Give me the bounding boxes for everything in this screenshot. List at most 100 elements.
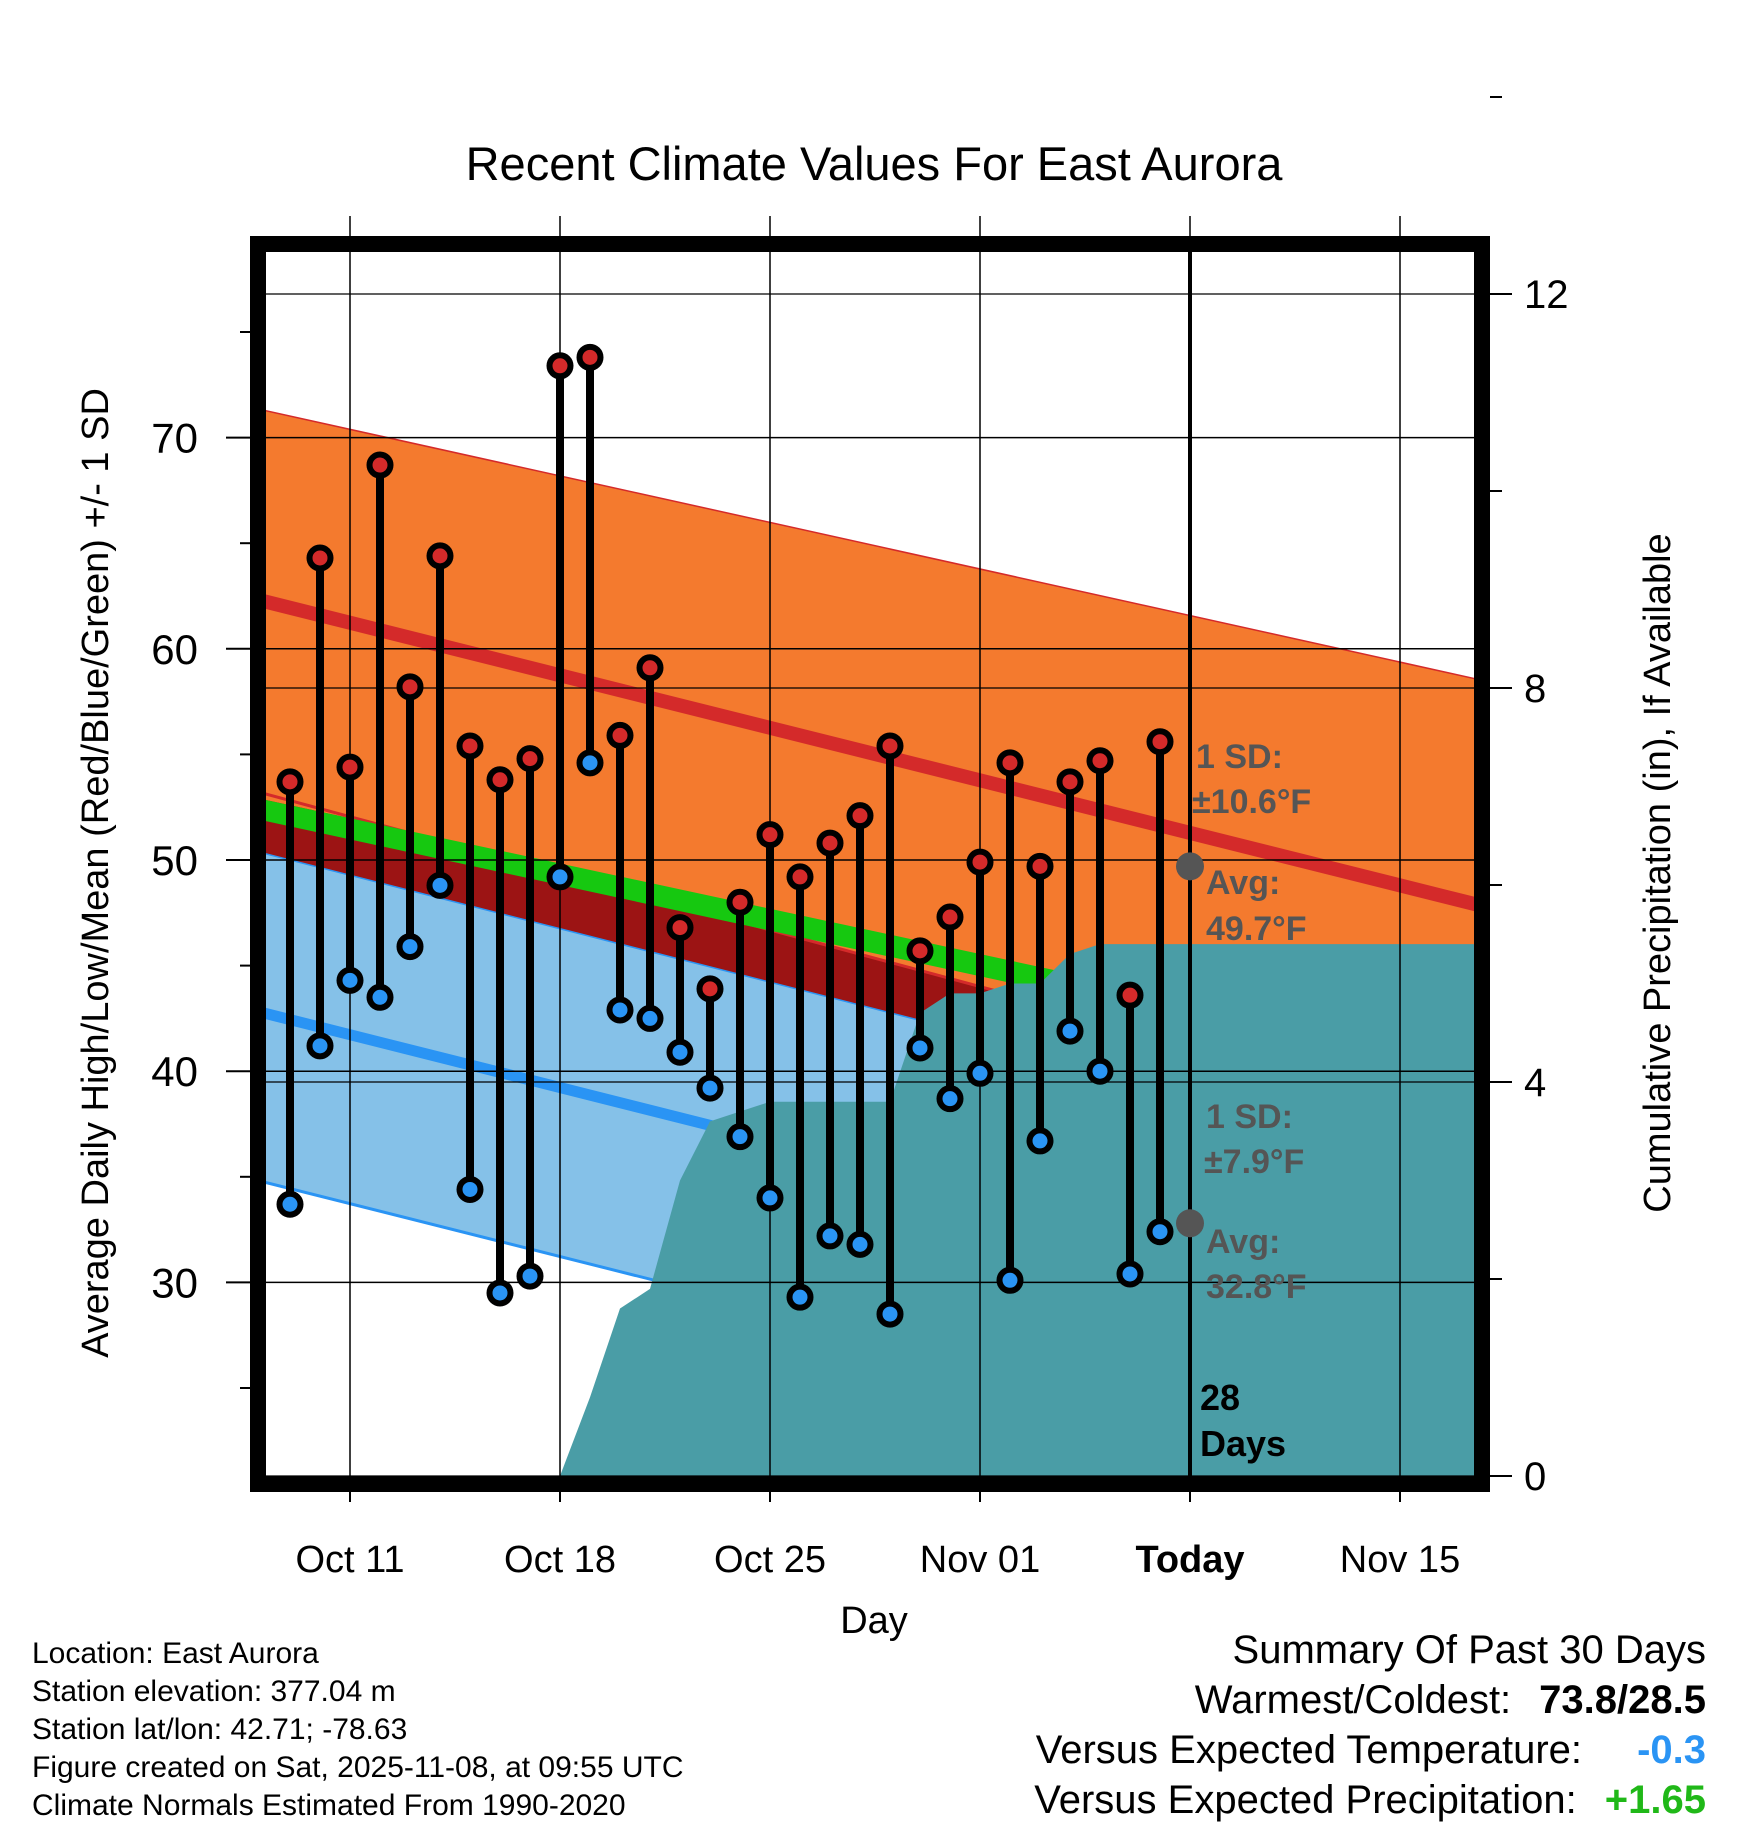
daily-low-point <box>1116 1260 1144 1288</box>
plot-frame <box>250 236 1490 1492</box>
high-sd-label-title: 1 SD: <box>1196 738 1283 776</box>
daily-high-point <box>696 975 724 1003</box>
x-tick-label: Oct 11 <box>295 1539 404 1581</box>
x-tick-label: Today <box>1135 1539 1244 1581</box>
daily-high-point <box>456 732 484 760</box>
y2-tick-label: 8 <box>1524 667 1546 711</box>
daily-low-point <box>396 933 424 961</box>
precip-anomaly-value: +1.65 <box>1604 1778 1706 1822</box>
y-tick-label: 70 <box>151 415 198 462</box>
high-avg-label-title: Avg: <box>1206 864 1280 902</box>
warmest-coldest-value: 73.8/28.5 <box>1539 1678 1706 1722</box>
latlon-text: Station lat/lon: 42.71; -78.63 <box>32 1713 408 1746</box>
y-tick-label: 40 <box>151 1048 198 1095</box>
low-avg-label-title: Avg: <box>1206 1223 1280 1261</box>
daily-high-point <box>1116 981 1144 1009</box>
daily-high-point <box>636 654 664 682</box>
created-text: Figure created on Sat, 2025-11-08, at 09… <box>32 1751 684 1784</box>
high-avg-marker <box>1176 852 1204 881</box>
y2-axis-label: Cumulative Precipitation (in), If Availa… <box>1637 533 1679 1212</box>
daily-high-point <box>1056 768 1084 796</box>
daily-low-point <box>966 1059 994 1087</box>
low-avg-marker <box>1176 1209 1204 1238</box>
daily-high-point <box>606 721 634 749</box>
precip-area <box>266 944 1474 1476</box>
daily-low-point <box>336 966 364 994</box>
y-tick-label: 50 <box>151 837 198 884</box>
daily-low-point <box>666 1038 694 1066</box>
daily-low-point <box>1056 1017 1084 1045</box>
low-sd-label-value: ±7.9°F <box>1204 1143 1304 1181</box>
daily-high-point <box>276 768 304 796</box>
daily-low-point <box>696 1074 724 1102</box>
daily-high-point <box>336 753 364 781</box>
daily-low-point <box>486 1279 514 1307</box>
daily-high-point <box>906 937 934 965</box>
low-sd-label-title: 1 SD: <box>1206 1098 1293 1136</box>
low-avg-label-value: 32.8°F <box>1206 1268 1307 1306</box>
daily-low-point <box>306 1032 334 1060</box>
daily-high-point <box>576 343 604 371</box>
precip-anomaly-row: Versus Expected Precipitation: +1.65 <box>1034 1775 1706 1825</box>
y2-tick-label: 0 <box>1524 1455 1546 1499</box>
daily-high-point <box>666 914 694 942</box>
x-tick-label: Oct 25 <box>714 1539 826 1581</box>
chart-title: Recent Climate Values For East Aurora <box>466 137 1284 190</box>
daily-low-point <box>936 1085 964 1113</box>
daily-low-point <box>636 1004 664 1032</box>
daily-high-point <box>876 732 904 760</box>
daily-low-point <box>606 996 634 1024</box>
elevation-text: Station elevation: 377.04 m <box>32 1675 396 1708</box>
daily-high-point <box>516 745 544 773</box>
daily-high-point <box>1086 747 1114 775</box>
daily-low-point <box>996 1266 1024 1294</box>
normal-high-line <box>266 594 1474 912</box>
daily-low-point <box>786 1283 814 1311</box>
x-tick-label: Oct 18 <box>504 1539 616 1581</box>
warmest-coldest-row: Warmest/Coldest: 73.8/28.5 <box>1034 1675 1706 1725</box>
temp-anomaly-row: Versus Expected Temperature: -0.3 <box>1034 1725 1706 1775</box>
x-tick-label: Nov 01 <box>920 1539 1040 1581</box>
daily-high-point <box>756 821 784 849</box>
daily-high-point <box>306 544 334 572</box>
summary-panel: Summary Of Past 30 Days Warmest/Coldest:… <box>1034 1625 1706 1825</box>
daily-low-point <box>516 1262 544 1290</box>
daily-high-point <box>996 749 1024 777</box>
daily-high-point <box>546 352 574 380</box>
daily-low-point <box>426 871 454 899</box>
daily-high-point <box>786 863 814 891</box>
daily-low-point <box>1146 1218 1174 1246</box>
y-tick-label: 60 <box>151 626 198 673</box>
x-tick-label: Nov 15 <box>1340 1539 1460 1581</box>
daily-high-point <box>1026 852 1054 880</box>
precip-anomaly-label: Versus Expected Precipitation: <box>1034 1778 1577 1822</box>
daily-low-point <box>276 1190 304 1218</box>
location-text: Location: East Aurora <box>32 1637 319 1670</box>
daily-high-point <box>486 766 514 794</box>
daily-low-point <box>546 863 574 891</box>
daily-low-point <box>756 1184 784 1212</box>
y-axis-label: Average Daily High/Low/Mean (Red/Blue/Gr… <box>75 388 117 1358</box>
daily-high-point <box>816 829 844 857</box>
daily-low-point <box>876 1300 904 1328</box>
summary-title: Summary Of Past 30 Days <box>1232 1628 1706 1672</box>
daily-high-point <box>366 451 394 479</box>
daily-high-point <box>726 888 754 916</box>
temp-anomaly-value: -0.3 <box>1637 1728 1706 1772</box>
daily-high-point <box>396 673 424 701</box>
temp-anomaly-label: Versus Expected Temperature: <box>1035 1728 1582 1772</box>
high-sd-label-value: ±10.6°F <box>1192 783 1311 821</box>
daily-low-point <box>1026 1127 1054 1155</box>
normals-text: Climate Normals Estimated From 1990-2020 <box>32 1789 626 1822</box>
y2-tick-label: 12 <box>1524 273 1569 317</box>
daily-low-point <box>726 1123 754 1151</box>
x-axis-label: Day <box>840 1600 908 1642</box>
days-count-number: 28 <box>1200 1377 1240 1418</box>
station-info: Location: East Aurora Station elevation:… <box>32 1635 684 1825</box>
daily-high-point <box>936 903 964 931</box>
daily-high-point <box>1146 728 1174 756</box>
daily-high-point <box>966 848 994 876</box>
normal-high-band-top <box>266 411 1474 1061</box>
daily-low-point <box>456 1175 484 1203</box>
